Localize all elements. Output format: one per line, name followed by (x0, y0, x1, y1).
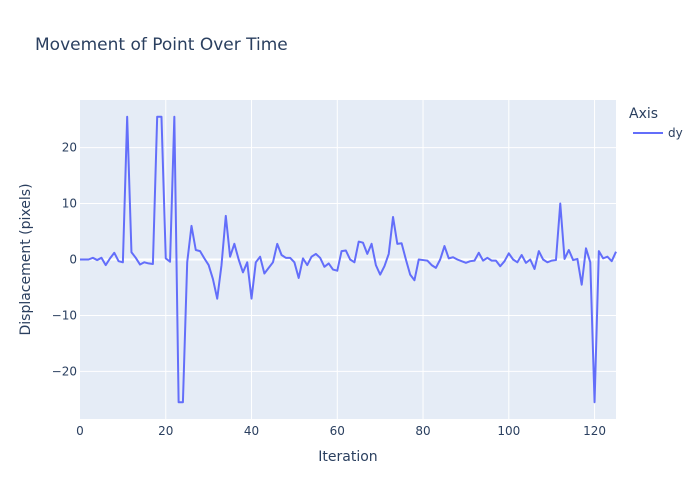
legend-title: Axis (629, 106, 658, 122)
chart-title: Movement of Point Over Time (35, 35, 288, 55)
legend-item-label[interactable]: dy (668, 126, 683, 140)
x-tick-labels: 0 20 40 60 80 100 120 (76, 424, 606, 438)
x-axis-title: Iteration (318, 449, 377, 465)
x-tick-label: 60 (330, 424, 345, 438)
x-tick-label: 80 (415, 424, 430, 438)
series-line-dy (80, 115, 617, 404)
x-tick-label: 100 (497, 424, 520, 438)
gridlines (80, 100, 616, 419)
series-lines (80, 115, 617, 404)
y-axis-title: Displacement (pixels) (18, 183, 34, 335)
x-tick-label: 0 (76, 424, 84, 438)
x-tick-label: 20 (158, 424, 173, 438)
y-tick-label: −10 (52, 308, 77, 322)
x-tick-label: 40 (244, 424, 259, 438)
y-tick-labels: −20 −10 0 10 20 (52, 141, 77, 379)
x-tick-label: 120 (583, 424, 606, 438)
y-tick-label: −20 (52, 364, 77, 378)
legend[interactable]: Axis dy (629, 106, 683, 140)
y-tick-label: 0 (69, 253, 77, 267)
y-tick-label: 10 (62, 197, 77, 211)
legend-items[interactable]: dy (633, 126, 683, 140)
y-tick-label: 20 (62, 141, 77, 155)
